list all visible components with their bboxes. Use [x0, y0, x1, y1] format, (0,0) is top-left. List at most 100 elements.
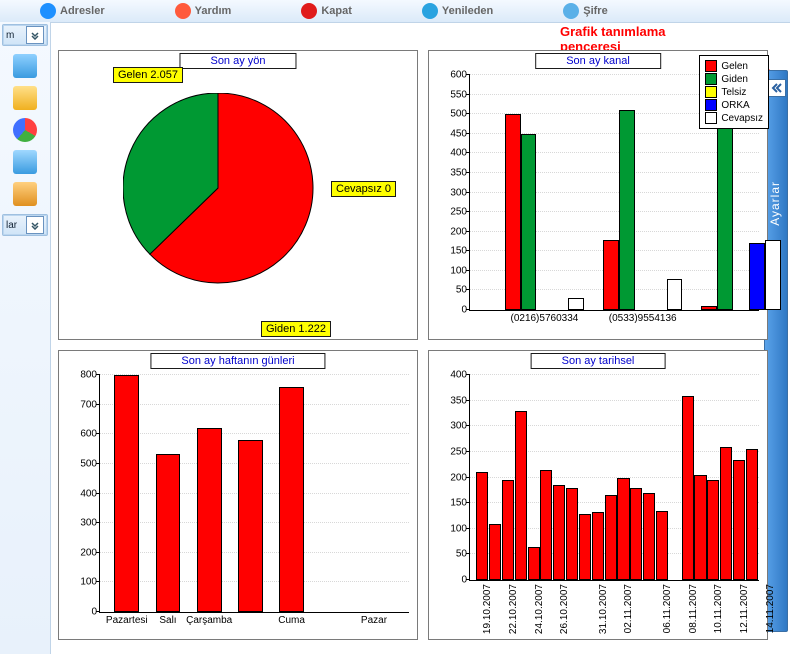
y-tick-label: 550: [450, 89, 470, 100]
sidebar-icon-5[interactable]: [13, 182, 37, 206]
sidebar-section-1[interactable]: m: [2, 24, 48, 46]
toolbar-item[interactable]: Şifre: [563, 3, 607, 19]
bar: [619, 110, 635, 310]
sidebar-icon-2[interactable]: [13, 86, 37, 110]
y-tick-label: 300: [80, 518, 100, 529]
legend-swatch: [705, 112, 717, 124]
sidebar-section-2[interactable]: lar: [2, 214, 48, 236]
legend-swatch: [705, 86, 717, 98]
pie-label: Gelen 2.057: [113, 67, 183, 83]
y-tick-label: 300: [450, 187, 470, 198]
y-tick-label: 200: [450, 472, 470, 483]
sidebar-icon-3[interactable]: [13, 118, 37, 142]
bar: [643, 493, 655, 580]
left-sidebar: m lar: [0, 22, 51, 654]
toolbar-item[interactable]: Kapat: [301, 3, 352, 19]
legend-label: Telsiz: [721, 87, 746, 98]
legend-swatch: [705, 60, 717, 72]
x-tick-label: 19.10.2007: [482, 584, 493, 634]
toolbar-item[interactable]: Adresler: [40, 3, 105, 19]
toolbar-item[interactable]: Yenileden: [422, 3, 493, 19]
chevron-up-icon[interactable]: [26, 216, 44, 234]
y-tick-label: 400: [450, 148, 470, 159]
bar: [156, 454, 181, 612]
toolbar-icon: [422, 3, 438, 19]
y-tick-label: 450: [450, 128, 470, 139]
panel-title: Son ay kanal: [535, 53, 661, 69]
x-tick-label: (0216)5760334: [510, 310, 578, 324]
sidebar-icon-1[interactable]: [13, 54, 37, 78]
bar: [694, 475, 706, 580]
sidebar-icon-4[interactable]: [13, 150, 37, 174]
sidebar-section-label: m: [6, 30, 14, 41]
bar: [605, 495, 617, 580]
y-tick-label: 300: [450, 421, 470, 432]
bar: [749, 243, 765, 310]
y-tick-label: 250: [450, 207, 470, 218]
x-tick-label: 14.11.2007: [765, 584, 776, 633]
panel-title: Son ay yön: [179, 53, 296, 69]
legend-label: Gelen: [721, 61, 748, 72]
x-tick-label: Salı: [159, 612, 176, 626]
bar: [746, 449, 758, 580]
y-tick-label: 350: [450, 167, 470, 178]
toolbar-label: Şifre: [583, 5, 607, 17]
toolbar-icon: [563, 3, 579, 19]
x-tick-label: 02.11.2007: [623, 584, 634, 633]
panel-kanal: Son ay kanal GelenGidenTelsizORKACevapsı…: [428, 50, 768, 340]
y-tick-label: 50: [456, 549, 470, 560]
legend-label: Cevapsız: [721, 113, 763, 124]
bar: [502, 480, 514, 580]
y-tick-label: 100: [450, 265, 470, 276]
y-tick-label: 100: [450, 523, 470, 534]
bar: [515, 411, 527, 580]
settings-tab-label: Ayarlar: [768, 181, 782, 226]
y-tick-label: 150: [450, 498, 470, 509]
x-tick-label: 22.10.2007: [508, 584, 519, 634]
pie-label: Giden 1.222: [261, 321, 331, 337]
pie-label: Cevapsız 0: [331, 181, 396, 197]
bar: [701, 306, 717, 310]
chevron-up-icon[interactable]: [26, 26, 44, 44]
bar: [617, 478, 629, 581]
x-tick-label: 26.10.2007: [559, 584, 570, 634]
collapse-left-icon[interactable]: [768, 79, 786, 97]
y-tick-label: 200: [450, 226, 470, 237]
bar: [603, 240, 619, 311]
bar-chart: 0100200300400500600700800PazartesiSalıÇa…: [63, 373, 413, 635]
x-tick-label: Cuma: [278, 612, 305, 626]
x-tick-label: Pazar: [361, 612, 387, 626]
toolbar-label: Yardım: [195, 5, 232, 17]
bar: [667, 279, 683, 310]
bar: [568, 298, 584, 310]
y-tick-label: 600: [450, 70, 470, 81]
dashboard: Son ay yön Gelen 2.057 Cevapsız 0 Giden 1.…: [58, 50, 750, 646]
toolbar-label: Yenileden: [442, 5, 493, 17]
toolbar-item[interactable]: Yardım: [175, 3, 232, 19]
toolbar-icon: [40, 3, 56, 19]
bar: [528, 547, 540, 580]
y-tick-label: 800: [80, 370, 100, 381]
x-tick-label: 06.11.2007: [662, 584, 673, 633]
bar: [279, 387, 304, 612]
top-toolbar: Adresler Yardım Kapat Yenileden Şifre: [0, 0, 790, 23]
y-tick-label: 400: [450, 370, 470, 381]
x-tick-label: 08.11.2007: [688, 584, 699, 633]
panel-pie: Son ay yön Gelen 2.057 Cevapsız 0 Giden 1.…: [58, 50, 418, 340]
y-tick-label: 600: [80, 429, 100, 440]
x-tick-label: 31.10.2007: [598, 584, 609, 634]
panel-title: Son ay tarihsel: [531, 353, 666, 369]
bar: [592, 512, 604, 580]
y-tick-label: 50: [456, 285, 470, 296]
y-tick-label: 700: [80, 399, 100, 410]
bar: [707, 480, 719, 580]
bar: [630, 488, 642, 580]
toolbar-label: Kapat: [321, 5, 352, 17]
y-tick-label: 0: [461, 305, 470, 316]
y-tick-label: 100: [80, 577, 100, 588]
bar: [733, 460, 745, 580]
bar: [114, 375, 139, 612]
y-tick-label: 150: [450, 246, 470, 257]
bar: [238, 440, 263, 612]
bar: [579, 514, 591, 580]
